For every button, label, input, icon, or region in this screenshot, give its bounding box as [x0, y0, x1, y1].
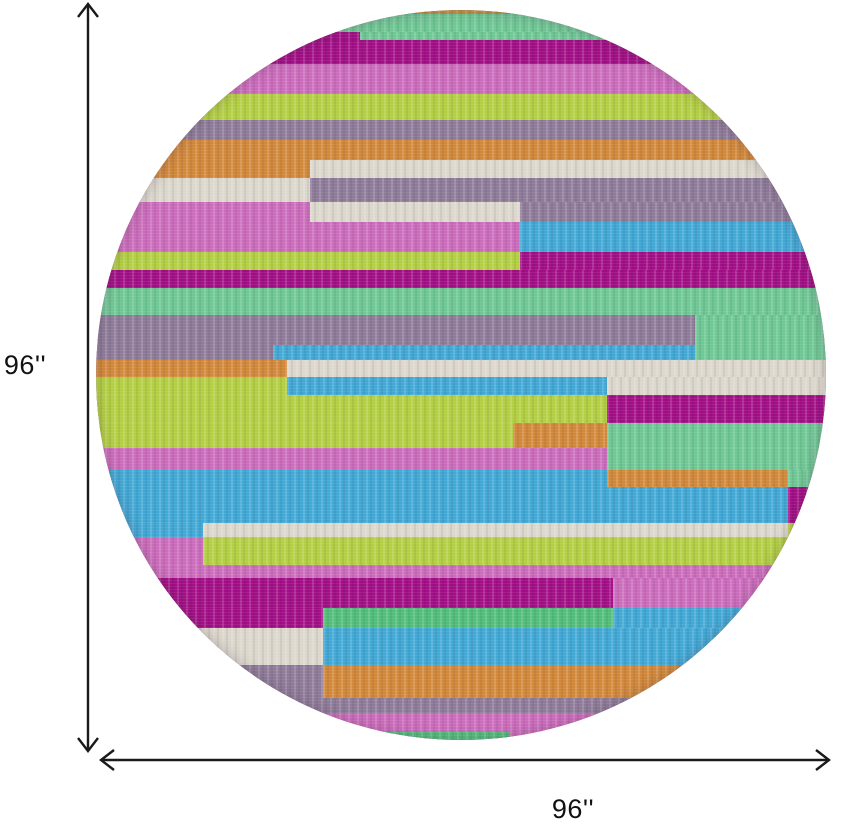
stripe [310, 202, 520, 222]
stripe [96, 377, 287, 395]
stripe [96, 578, 613, 608]
width-dimension-arrow [99, 749, 831, 771]
stripe [203, 537, 826, 565]
stripe [520, 222, 826, 252]
height-dimension-arrow [77, 2, 99, 753]
stripe [607, 377, 826, 395]
stripe [96, 94, 826, 120]
stripe [607, 470, 788, 487]
stripe [310, 178, 826, 202]
stripe [96, 40, 826, 64]
width-dimension-label: 96'' [551, 794, 595, 824]
stripe [96, 608, 323, 628]
stripe [607, 448, 826, 470]
stripe [96, 665, 323, 698]
stripe [788, 523, 826, 537]
stripe [273, 345, 695, 360]
stripe [96, 345, 273, 360]
stripe [310, 160, 826, 178]
stripe [96, 395, 607, 423]
stripe [607, 395, 826, 423]
stripe [96, 315, 695, 345]
stripe [96, 565, 826, 578]
stripe [96, 140, 826, 160]
stripe [520, 202, 826, 222]
stripe [96, 32, 360, 41]
stripe [323, 665, 826, 698]
stripe [96, 270, 826, 288]
stripe [520, 252, 826, 270]
stripe [96, 178, 310, 202]
stripe [323, 608, 613, 628]
stripe [360, 32, 826, 41]
rug-image [96, 10, 826, 740]
stripe [613, 578, 826, 608]
stripe [96, 14, 826, 32]
stripe [96, 537, 203, 565]
stripe [96, 698, 826, 713]
stripe [96, 360, 287, 377]
stripe [96, 222, 520, 252]
stripe [607, 423, 826, 448]
stripe [96, 64, 826, 94]
stripe [203, 523, 788, 537]
stripe [96, 423, 513, 448]
stripe [96, 202, 310, 222]
stripe [96, 160, 310, 178]
stripe [96, 252, 520, 270]
height-dimension-label: 96'' [3, 350, 47, 380]
stripe [613, 608, 826, 628]
stripe [287, 377, 607, 395]
stripe [96, 10, 826, 15]
stripe [287, 360, 826, 377]
stripe [96, 487, 788, 523]
stripe [96, 523, 203, 537]
stripe [695, 315, 826, 345]
stripe [788, 487, 826, 523]
stripe [323, 628, 826, 665]
stripe [96, 288, 826, 315]
stripe [513, 423, 607, 448]
stripe [96, 120, 826, 140]
stripe [96, 470, 607, 487]
stripe [96, 448, 607, 470]
stripe [385, 732, 510, 740]
stripe [695, 345, 826, 360]
stripe [96, 628, 323, 665]
stripe [788, 470, 826, 487]
